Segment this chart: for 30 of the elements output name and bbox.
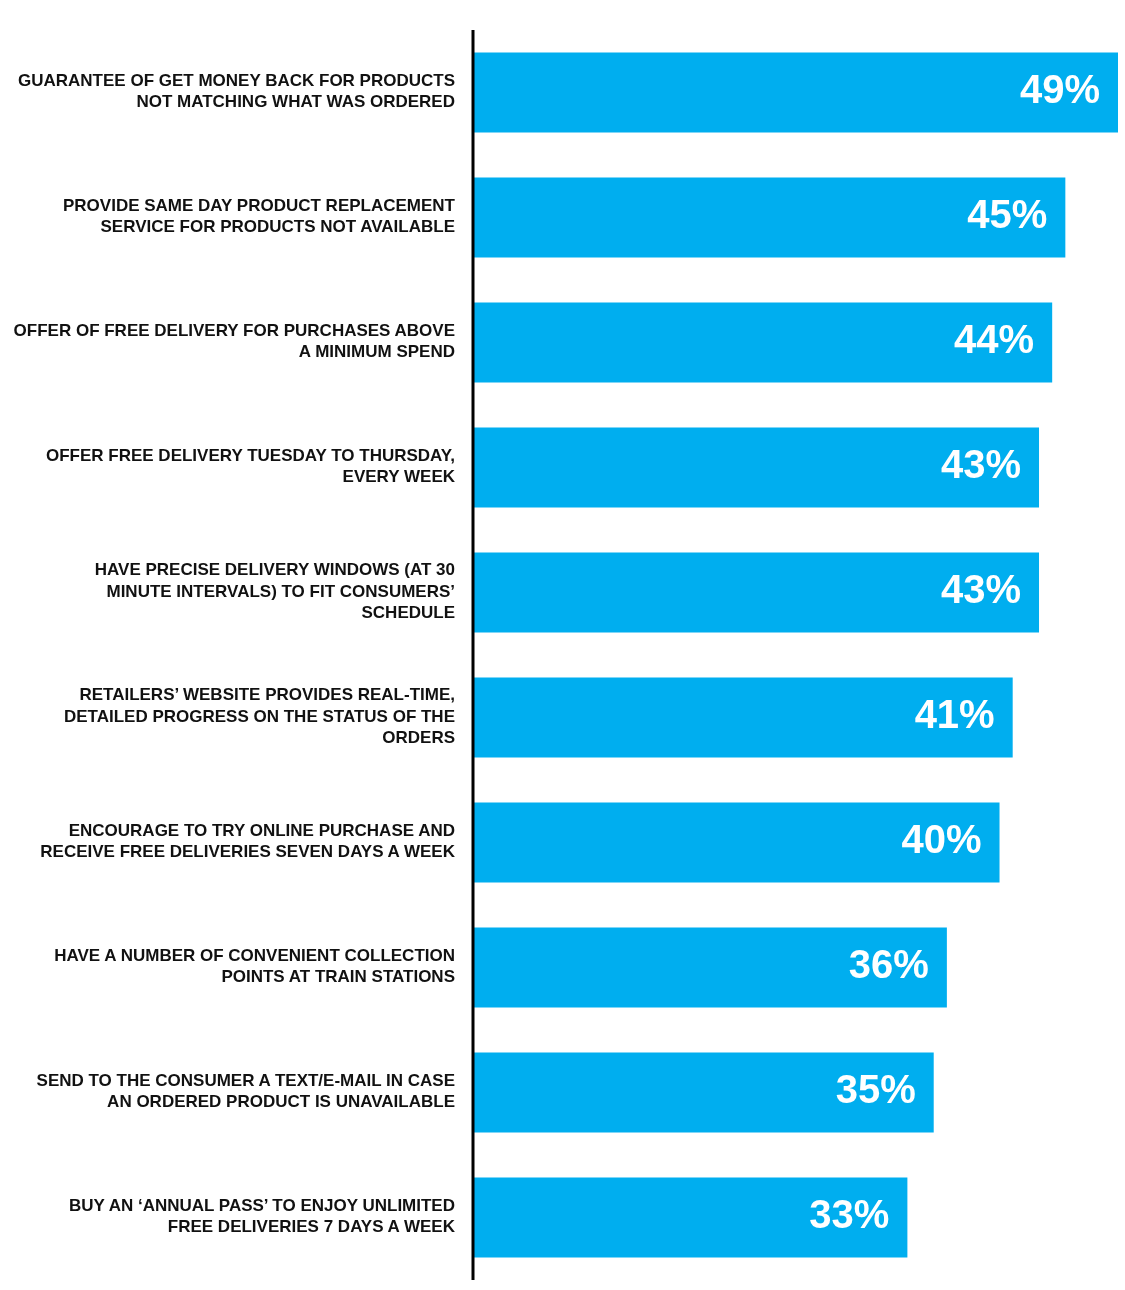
bar bbox=[473, 802, 1000, 883]
bar bbox=[473, 1177, 908, 1258]
data-label: 36% bbox=[848, 942, 929, 987]
y-tick-label: OFFER OF FREE DELIVERY FOR PURCHASES ABOVE A MINIMUM SPEND bbox=[13, 321, 455, 362]
data-label: 44% bbox=[954, 317, 1035, 362]
y-tick-label: HAVE PRECISE DELIVERY WINDOWS (AT 30 MINUTE INTERVALS) TO FIT CONSUMERS’ SCHEDULE bbox=[94, 560, 455, 623]
y-tick-label: SEND TO THE CONSUMER A TEXT/E-MAIL IN CASE AN ORDERED PRODUCT IS UNAVAILABLE bbox=[36, 1071, 455, 1112]
y-tick-label: PROVIDE SAME DAY PRODUCT REPLACEMENT SERVICE FOR PRODUCTS NOT AVAILABLE bbox=[63, 196, 456, 237]
data-label: 45% bbox=[967, 192, 1048, 237]
data-label: 43% bbox=[940, 567, 1022, 612]
data-label: 35% bbox=[835, 1067, 916, 1112]
bar bbox=[473, 927, 947, 1008]
data-label: 33% bbox=[809, 1192, 890, 1237]
data-label: 49% bbox=[1019, 67, 1100, 112]
bar bbox=[473, 52, 1118, 133]
y-tick-label: OFFER FREE DELIVERY TUESDAY TO THURSDAY, EVERY WEEK bbox=[45, 446, 456, 487]
bar bbox=[473, 177, 1066, 258]
y-tick-label: ENCOURAGE TO TRY ONLINE PURCHASE AND RECEIVE FREE DELIVERIES SEVEN DAYS A WEEK bbox=[40, 821, 456, 862]
bar bbox=[473, 302, 1053, 383]
bar bbox=[473, 427, 1040, 508]
data-label: 43% bbox=[940, 442, 1022, 487]
y-tick-label: BUY AN ‘ANNUAL PASS’ TO ENJOY UNLIMITED FREE DELIVERIES 7 DAYS A WEEK bbox=[68, 1196, 456, 1237]
bar bbox=[473, 1052, 934, 1133]
data-label: 41% bbox=[914, 692, 995, 737]
bar bbox=[473, 677, 1013, 758]
y-tick-label: GUARANTEE OF GET MONEY BACK FOR PRODUCTS NOT MATCHING WHAT WAS ORDERED bbox=[18, 71, 455, 112]
y-tick-label: RETAILERS’ WEBSITE PROVIDES REAL-TIME, DETAILED PROGRESS ON THE STATUS OF THE ORDERS bbox=[63, 685, 455, 748]
y-tick-label: HAVE A NUMBER OF CONVENIENT COLLECTION POINTS AT TRAIN STATIONS bbox=[54, 946, 455, 987]
data-label: 40% bbox=[901, 817, 982, 862]
bar bbox=[473, 552, 1040, 633]
